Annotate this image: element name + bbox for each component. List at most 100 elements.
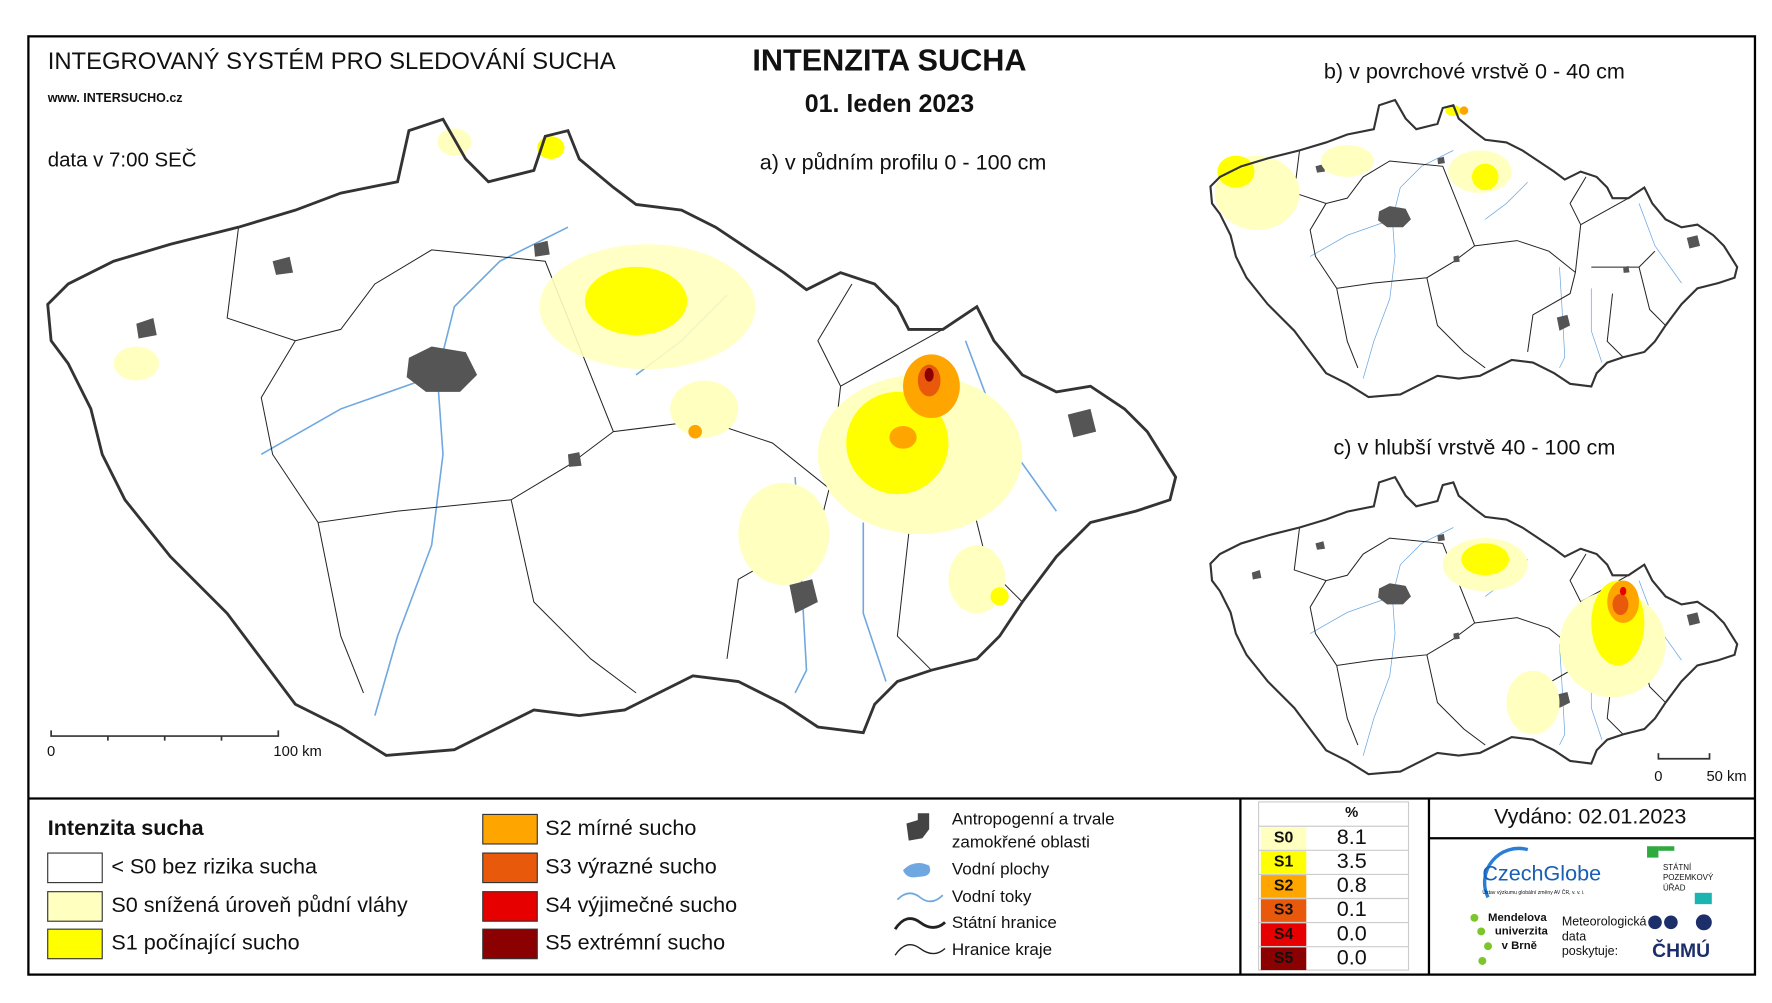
legend-label: S3 výrazné sucho (545, 854, 717, 879)
class-cell (1260, 923, 1307, 946)
logo-spu-mark (1694, 892, 1712, 905)
symbol-icon (903, 862, 931, 878)
symbol-legend: Antropogenní a trvale zamokřené oblasti … (893, 810, 1115, 959)
symbol-icon (893, 917, 947, 930)
drought-area (990, 587, 1009, 606)
symbol-icon (906, 813, 930, 841)
legend-swatch (482, 813, 538, 845)
logo-mendelu-dots (1470, 913, 1493, 965)
scale-bar (1657, 753, 1711, 760)
map-shape (1210, 100, 1737, 397)
title: INTENZITA SUCHA (752, 44, 1026, 78)
drought-area (1320, 145, 1374, 177)
drought-area (1506, 670, 1560, 735)
logo-meteo: Meteorologická (1562, 915, 1647, 929)
class-value: 0.0 (1337, 920, 1367, 945)
issued-date: Vydáno: 02.01.2023 (1494, 804, 1686, 829)
logo-spu: POZEMKOVÝ (1663, 873, 1714, 882)
logo-chmu-mark (1648, 914, 1712, 931)
scale-label: 50 km (1706, 769, 1746, 785)
website: www. INTERSUCHO.cz (47, 91, 183, 105)
legend-label: S2 mírné sucho (545, 815, 696, 840)
class-label: S2 (1274, 878, 1294, 895)
logo-spu: ÚŘAD (1663, 883, 1686, 892)
logo-mendelu: v Brně (1502, 940, 1537, 952)
class-cell (1260, 875, 1307, 898)
map-shape (1477, 927, 1486, 936)
symbol-label: Hranice kraje (952, 940, 1052, 959)
logo-meteo: data (1562, 929, 1586, 943)
system-name: INTEGROVANÝ SYSTÉM PRO SLEDOVÁNÍ SUCHA (48, 48, 616, 75)
map-shape (1664, 915, 1678, 930)
symbol-label: Vodní toky (952, 887, 1032, 906)
logo-czechglobe: CzechGlobe (1482, 860, 1601, 885)
drought-area (924, 368, 934, 382)
table-header: % (1345, 805, 1358, 821)
legend-label: S0 snížená úroveň půdní vláhy (111, 892, 408, 917)
scale-label: 0 (47, 744, 55, 760)
legend-label: S5 extrémní sucho (545, 930, 725, 955)
map-shape (1470, 913, 1479, 922)
map-shape (1695, 914, 1712, 931)
drought-area (1461, 543, 1510, 576)
legend-swatch (47, 928, 103, 960)
map-shape (1484, 942, 1493, 951)
main-map (46, 117, 1178, 757)
class-value: 3.5 (1337, 848, 1367, 873)
logo-mendelu: univerzita (1495, 925, 1549, 937)
class-value: 0.0 (1337, 944, 1367, 969)
panel-lines (28, 797, 1755, 975)
map-label: c) v hlubší vrstvě 40 - 100 cm (1333, 434, 1615, 459)
class-label: S0 (1274, 829, 1294, 846)
legend-swatch (47, 891, 103, 922)
logo-chmu: ČHMÚ (1652, 938, 1710, 962)
class-cell (1260, 826, 1307, 850)
symbol-label: Státní hranice (952, 913, 1057, 932)
date: 01. leden 2023 (805, 90, 974, 118)
map-label: b) v povrchové vrstvě 0 - 40 cm (1324, 58, 1625, 83)
symbol-label: Antropogenní a trvale (952, 810, 1115, 829)
class-label: S1 (1274, 854, 1294, 871)
drought-area (670, 380, 739, 438)
stats-table: % S0 8.1 S1 3.5 S2 0.8 S3 0.1 S4 0.0 S5 0.0 (1258, 801, 1410, 971)
legend: < S0 bez rizika sucha S0 snížená úroveň … (47, 813, 737, 960)
class-value: 0.8 (1337, 872, 1367, 897)
drought-area (738, 482, 830, 585)
class-value: 0.1 (1337, 896, 1367, 921)
symbol-icon (894, 943, 946, 956)
scale-label: 0 (1654, 769, 1662, 785)
logo-spu-mark (1647, 846, 1659, 858)
logo-meteo: poskytuje: (1562, 944, 1618, 958)
drought-area (113, 346, 160, 381)
drought-area (1459, 106, 1469, 115)
map-shape (1478, 956, 1487, 965)
class-label: S4 (1274, 926, 1294, 943)
logo-spu: STÁTNÍ (1663, 863, 1692, 872)
map-label: a) v půdním profilu 0 - 100 cm (760, 149, 1047, 174)
surface-map (1209, 98, 1739, 399)
legend-swatch (482, 891, 538, 922)
class-value: 8.1 (1337, 824, 1367, 849)
drought-area (584, 266, 688, 336)
frame (27, 35, 1757, 976)
drought-area (688, 424, 702, 439)
symbol-icon (896, 892, 944, 903)
symbol-label: zamokřené oblasti (952, 832, 1090, 851)
drought-area (1619, 586, 1627, 596)
drought-area (1471, 163, 1499, 191)
legend-title: Intenzita sucha (48, 815, 205, 840)
drought-areas (113, 128, 1023, 614)
table-border (1258, 801, 1410, 971)
map-shape (1648, 915, 1662, 930)
class-cell (1260, 947, 1307, 971)
class-label: S3 (1274, 902, 1294, 919)
class-cell (1260, 851, 1307, 874)
data-time: data v 7:00 SEČ (48, 149, 197, 172)
legend-label: S4 výjimečné sucho (545, 892, 737, 917)
drought-area (1217, 155, 1255, 188)
drought-area (1612, 593, 1629, 616)
legend-swatch (482, 852, 538, 884)
symbol-label: Vodní plochy (952, 860, 1050, 879)
legend-label: S1 počínající sucho (111, 930, 299, 955)
